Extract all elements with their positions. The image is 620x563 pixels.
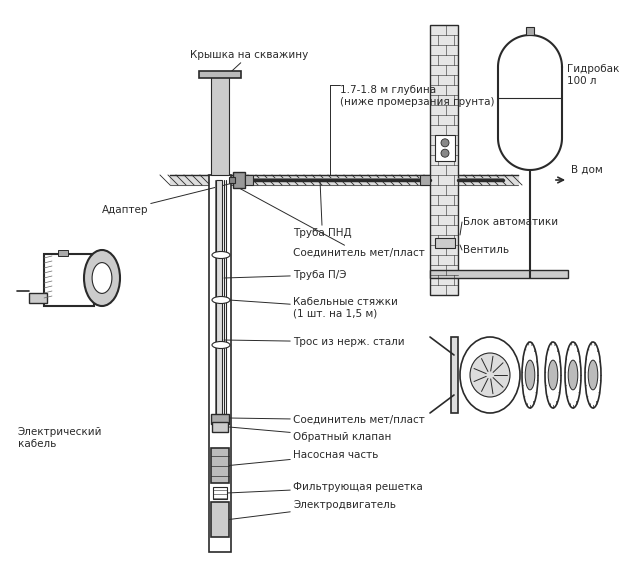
Ellipse shape — [460, 337, 520, 413]
Text: Насосная часть: Насосная часть — [229, 450, 378, 466]
Bar — [211, 448, 229, 483]
Bar — [44, 254, 94, 306]
Bar — [29, 293, 47, 303]
Bar — [420, 175, 430, 185]
Bar — [526, 27, 534, 35]
Text: Труба ПНД: Труба ПНД — [293, 180, 352, 238]
Text: Трос из нерж. стали: Трос из нерж. стали — [224, 337, 405, 347]
Ellipse shape — [522, 342, 538, 408]
Text: Кабельные стяжки
(1 шт. на 1,5 м): Кабельные стяжки (1 шт. на 1,5 м) — [229, 297, 398, 319]
Text: Труба П/Э: Труба П/Э — [224, 270, 347, 280]
Ellipse shape — [212, 342, 230, 348]
Bar — [213, 487, 227, 499]
Bar — [430, 270, 568, 278]
Ellipse shape — [568, 360, 578, 390]
Ellipse shape — [84, 250, 120, 306]
Bar — [451, 337, 458, 413]
Bar — [233, 172, 245, 188]
Bar — [211, 414, 229, 424]
Bar — [430, 25, 458, 295]
Bar — [209, 175, 231, 552]
Text: Электрический
кабель: Электрический кабель — [18, 427, 102, 449]
Circle shape — [441, 149, 449, 157]
Ellipse shape — [565, 342, 581, 408]
Bar — [212, 422, 228, 432]
Bar — [211, 71, 229, 175]
Text: Адаптер: Адаптер — [102, 180, 245, 215]
Bar — [229, 177, 235, 183]
Ellipse shape — [525, 360, 535, 390]
Ellipse shape — [588, 360, 598, 390]
Text: Обратный клапан: Обратный клапан — [229, 427, 391, 442]
Bar — [211, 502, 229, 537]
Circle shape — [441, 139, 449, 147]
Ellipse shape — [212, 252, 230, 258]
Text: Электродвигатель: Электродвигатель — [229, 500, 396, 520]
Bar — [435, 135, 455, 161]
Text: Блок автоматики: Блок автоматики — [463, 217, 558, 227]
Bar — [245, 175, 253, 185]
Ellipse shape — [585, 342, 601, 408]
Polygon shape — [498, 35, 562, 170]
Text: Вентиль: Вентиль — [463, 245, 509, 255]
Text: В дом: В дом — [571, 165, 603, 175]
Text: Крышка на скважину: Крышка на скважину — [190, 50, 308, 82]
Ellipse shape — [545, 342, 561, 408]
Text: Соединитель мет/пласт: Соединитель мет/пласт — [229, 415, 425, 425]
Bar — [199, 71, 241, 78]
Ellipse shape — [212, 297, 230, 303]
Text: 1.7-1.8 м глубина
(ниже промерзания грунта): 1.7-1.8 м глубина (ниже промерзания грун… — [340, 85, 495, 106]
Ellipse shape — [92, 262, 112, 293]
Ellipse shape — [548, 360, 558, 390]
Bar — [435, 238, 455, 248]
Text: Фильтрующая решетка: Фильтрующая решетка — [227, 482, 423, 493]
Bar — [216, 180, 222, 415]
Text: Соединитель мет/пласт: Соединитель мет/пласт — [239, 188, 425, 258]
Text: Гидробак
100 л: Гидробак 100 л — [567, 64, 619, 86]
Bar — [58, 250, 68, 256]
Ellipse shape — [470, 353, 510, 397]
